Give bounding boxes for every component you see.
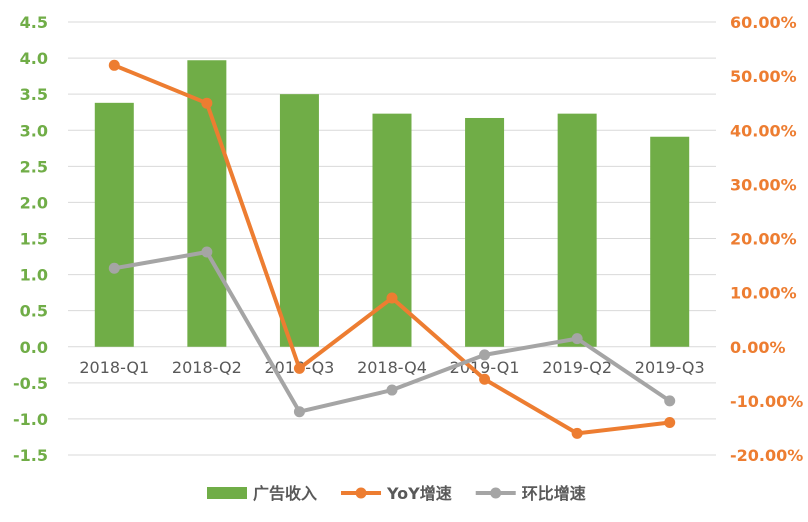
right-axis-tick-label: 50.00% xyxy=(730,67,797,86)
series-point xyxy=(293,406,305,418)
right-axis-tick-label: 0.00% xyxy=(730,338,786,357)
x-axis-tick-label: 2018-Q4 xyxy=(357,358,427,377)
series-point xyxy=(108,59,120,71)
right-axis: -20.00% -10.00% 0.00% 10.00% 20.00% 30.00% 40.… xyxy=(730,13,803,465)
series-point xyxy=(479,373,491,385)
series-point xyxy=(201,97,213,109)
bar xyxy=(465,117,505,347)
right-axis-tick-label: 40.00% xyxy=(730,121,797,140)
right-axis-tick-label: 30.00% xyxy=(730,175,797,194)
left-axis-tick-label: 1.0 xyxy=(20,266,48,285)
right-axis-tick-label: -20.00% xyxy=(730,446,803,465)
left-axis-tick-label: -1.5 xyxy=(13,446,48,465)
left-axis-tick-label: -0.5 xyxy=(13,374,48,393)
right-axis-tick-label: 60.00% xyxy=(730,13,797,32)
line-series xyxy=(108,59,676,439)
left-axis-tick-label: 2.0 xyxy=(20,193,48,212)
legend-label: 环比增速 xyxy=(522,484,586,503)
series-point xyxy=(571,333,583,345)
legend-swatch xyxy=(207,487,247,499)
right-axis-tick-label: 10.00% xyxy=(730,284,797,303)
right-axis-tick-label: 20.00% xyxy=(730,230,797,249)
legend-marker xyxy=(355,487,367,499)
legend-label: YoY增速 xyxy=(386,484,452,503)
left-axis-tick-label: 0.5 xyxy=(20,302,48,321)
legend-label: 广告收入 xyxy=(253,484,317,503)
x-axis-tick-label: 2019-Q2 xyxy=(542,358,612,377)
left-axis-tick-label: 0.0 xyxy=(20,338,48,357)
left-axis-tick-label: -1.0 xyxy=(13,410,48,429)
left-axis-tick-label: 3.0 xyxy=(20,121,48,140)
bar xyxy=(94,102,134,347)
x-axis-tick-label: 2019-Q3 xyxy=(635,358,705,377)
left-axis-tick-label: 4.5 xyxy=(20,13,48,32)
right-axis-tick-label: -10.00% xyxy=(730,392,803,411)
left-axis-tick-label: 3.5 xyxy=(20,85,48,104)
bar xyxy=(279,94,319,347)
left-axis-tick-label: 4.0 xyxy=(20,49,48,68)
left-axis-tick-label: 1.5 xyxy=(20,230,48,249)
bar xyxy=(650,136,690,347)
series-point xyxy=(108,262,120,274)
bar-series xyxy=(94,60,690,347)
bar xyxy=(557,113,597,347)
series-point xyxy=(479,349,491,361)
x-axis-tick-label: 2018-Q2 xyxy=(172,358,242,377)
series-point xyxy=(571,427,583,439)
series-point xyxy=(386,384,398,396)
legend-marker xyxy=(490,487,502,499)
left-axis-tick-label: 2.5 xyxy=(20,157,48,176)
series-point xyxy=(664,395,676,407)
left-axis: -1.5 -1.0 -0.5 0.0 0.5 1.0 1.5 2.0 2.5 3.0 3.5 4.0 4… xyxy=(13,13,48,465)
x-axis-tick-label: 2018-Q1 xyxy=(79,358,149,377)
legend: 广告收入 YoY增速 环比增速 xyxy=(207,484,586,503)
series-point xyxy=(664,417,676,429)
series-point xyxy=(201,246,213,258)
series-point xyxy=(293,362,305,374)
series-point xyxy=(386,292,398,304)
